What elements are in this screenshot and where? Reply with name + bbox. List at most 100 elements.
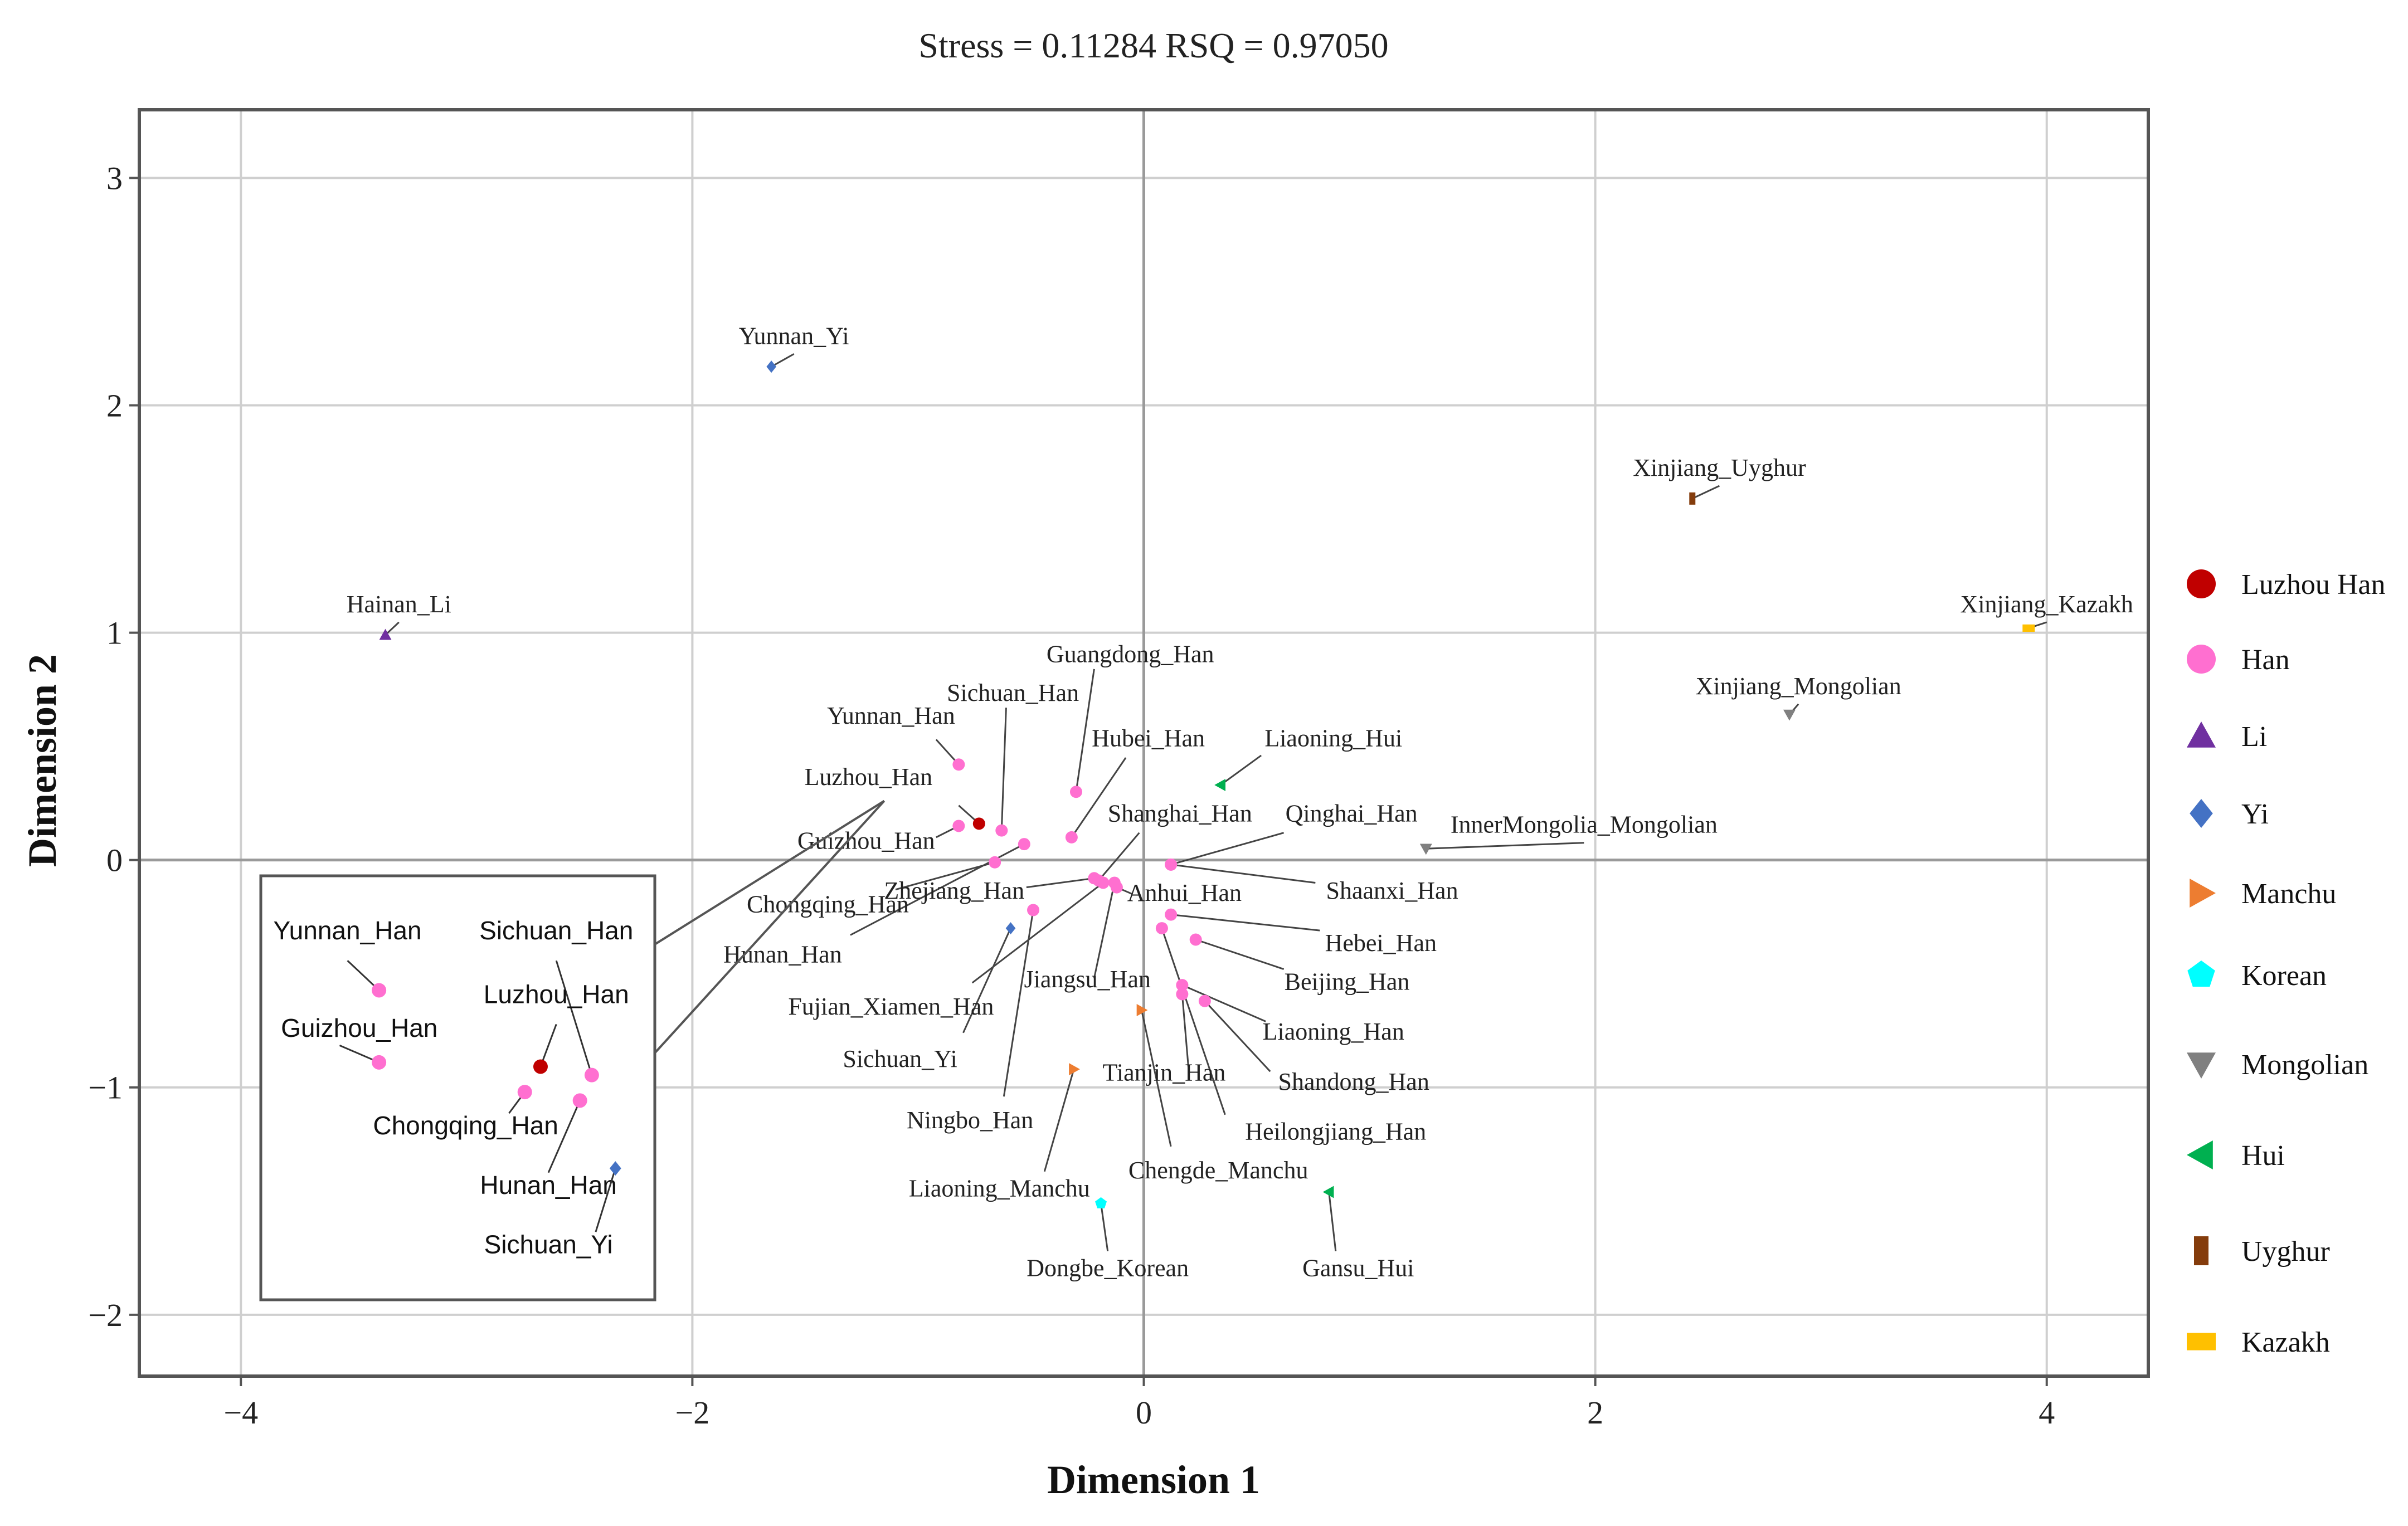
x-tick-label: 0 bbox=[1136, 1395, 1152, 1431]
leader-line bbox=[1140, 1010, 1172, 1147]
point-label: Yunnan_Han bbox=[827, 702, 955, 729]
point-label: Xinjiang_Kazakh bbox=[1961, 591, 2133, 618]
leader-line bbox=[1195, 939, 1285, 970]
y-tick-label: 3 bbox=[106, 160, 123, 196]
legend-marker-hui bbox=[2187, 1140, 2213, 1169]
legend: Luzhou Han Han Li Yi Manchu Korean Mongolian Hu… bbox=[2187, 569, 2385, 1358]
inset-point-guizhou-han bbox=[372, 1055, 387, 1070]
point-label: Jiangsu_Han bbox=[1024, 966, 1151, 993]
inset-point-sichuan-han bbox=[584, 1067, 599, 1083]
leader-line bbox=[962, 928, 1011, 1033]
point-label: Guizhou_Han bbox=[797, 827, 935, 854]
point-label: Yunnan_Yi bbox=[739, 322, 849, 349]
point-label: Hubei_Han bbox=[1092, 725, 1205, 752]
leader-line bbox=[1071, 757, 1127, 838]
point-label: Beijing_Han bbox=[1285, 968, 1410, 995]
inset-leader-line bbox=[555, 960, 593, 1076]
inset-point-luzhou-han bbox=[533, 1059, 548, 1074]
point-chengde-manchu bbox=[1136, 1003, 1148, 1016]
point-label: Fujian_Xiamen_Han bbox=[788, 993, 994, 1020]
point-chongqing-han bbox=[989, 856, 1001, 869]
point-beijing-han bbox=[1189, 933, 1202, 946]
x-tick-label: 4 bbox=[2039, 1395, 2055, 1431]
point-ningbo-han bbox=[1027, 904, 1040, 916]
point-labels: Yunnan_Yi Hainan_Li Xinjiang_Uyghur Xinjian… bbox=[347, 322, 2133, 1281]
leader-line bbox=[1075, 669, 1095, 792]
leader-line bbox=[385, 621, 400, 636]
point-label: Guangdong_Han bbox=[1047, 641, 1214, 668]
point-label: Tianjin_Han bbox=[1103, 1059, 1226, 1086]
point-label: Heilongjiang_Han bbox=[1245, 1118, 1426, 1145]
leader-line bbox=[1098, 832, 1140, 881]
legend-label: Kazakh bbox=[2241, 1327, 2330, 1358]
leader-line bbox=[1204, 1000, 1271, 1072]
leader-line bbox=[1181, 994, 1190, 1074]
legend-marker-mongolian bbox=[2187, 1052, 2216, 1079]
point-hebei-han bbox=[1165, 908, 1178, 921]
point-hubei-han bbox=[1065, 831, 1078, 844]
inset-point-label: Yunnan_Han bbox=[274, 916, 422, 945]
x-axis-label: Dimension 1 bbox=[1047, 1457, 1260, 1502]
point-yunnan-yi bbox=[766, 360, 776, 373]
point-label: Liaoning_Han bbox=[1263, 1018, 1404, 1045]
inset-point-chongqing-han bbox=[517, 1085, 532, 1100]
point-label: Qinghai_Han bbox=[1286, 799, 1418, 827]
inset-leader-line bbox=[539, 1023, 557, 1067]
inset-connector bbox=[654, 799, 885, 945]
point-tianjin-han bbox=[1176, 988, 1189, 1001]
point-yunnan-han bbox=[952, 758, 965, 771]
x-tick-label: 2 bbox=[1587, 1395, 1603, 1431]
point-label: Liaoning_Hui bbox=[1264, 725, 1402, 752]
data-points bbox=[379, 360, 2035, 1208]
y-tick-label: 1 bbox=[106, 615, 123, 651]
legend-label: Han bbox=[2241, 644, 2290, 676]
point-label: Liaoning_Manchu bbox=[909, 1175, 1090, 1202]
inset-leader-line bbox=[595, 1168, 616, 1232]
point-label: Xinjiang_Mongolian bbox=[1696, 672, 1901, 700]
leader-line bbox=[1220, 754, 1262, 786]
point-liaoning-hui bbox=[1214, 778, 1226, 791]
leader-line bbox=[1692, 485, 1720, 500]
leader-line bbox=[771, 353, 795, 368]
legend-marker-korean bbox=[2187, 961, 2215, 987]
point-label: Chengde_Manchu bbox=[1128, 1157, 1308, 1184]
inset-point-label: Sichuan_Yi bbox=[484, 1230, 613, 1259]
leader-lines bbox=[385, 353, 2047, 1251]
leader-line bbox=[895, 861, 995, 891]
point-label: Luzhou_Han bbox=[804, 763, 932, 791]
inset-point-label: Hunan_Han bbox=[480, 1171, 617, 1200]
point-hunan-han bbox=[1018, 838, 1030, 851]
legend-label: Luzhou Han bbox=[2241, 569, 2385, 601]
point-label: Hainan_Li bbox=[347, 591, 451, 618]
inset-point-sichuan-yi bbox=[609, 1161, 621, 1176]
chart-title: Stress = 0.11284 RSQ = 0.97050 bbox=[918, 26, 1388, 65]
legend-marker-uyghur bbox=[2194, 1236, 2208, 1265]
point-shandong-han bbox=[1198, 994, 1211, 1007]
inset-point-label: Sichuan_Han bbox=[479, 916, 633, 945]
point-sichuan-yi bbox=[1005, 922, 1016, 935]
grid-lines bbox=[139, 110, 2148, 1376]
point-hainan-li bbox=[379, 628, 392, 640]
legend-marker-kazakh bbox=[2187, 1333, 2216, 1351]
point-guangdong-han bbox=[1069, 786, 1082, 798]
point-label: Dongbe_Korean bbox=[1027, 1254, 1189, 1281]
point-label: Anhui_Han bbox=[1127, 879, 1242, 906]
legend-label: Yi bbox=[2241, 798, 2269, 830]
leader-line bbox=[1170, 864, 1316, 884]
inset-point-yunnan-han bbox=[372, 983, 387, 998]
point-innermongolia-mongolian bbox=[1419, 844, 1432, 855]
point-liaoning-manchu bbox=[1069, 1063, 1080, 1076]
legend-marker-luzhou-han bbox=[2187, 569, 2216, 598]
legend-marker-li bbox=[2187, 721, 2216, 748]
x-tick-label: −4 bbox=[223, 1395, 258, 1431]
inset-point-label: Luzhou_Han bbox=[484, 979, 629, 1008]
y-tick-label: 2 bbox=[106, 388, 123, 424]
leader-line bbox=[1170, 832, 1285, 866]
y-axis-label: Dimension 2 bbox=[20, 654, 65, 867]
point-liaoning-han bbox=[1176, 979, 1189, 992]
legend-label: Korean bbox=[2241, 960, 2327, 992]
point-luzhou-han bbox=[972, 817, 985, 830]
x-tick-label: −2 bbox=[675, 1395, 710, 1431]
legend-label: Manchu bbox=[2241, 878, 2336, 910]
